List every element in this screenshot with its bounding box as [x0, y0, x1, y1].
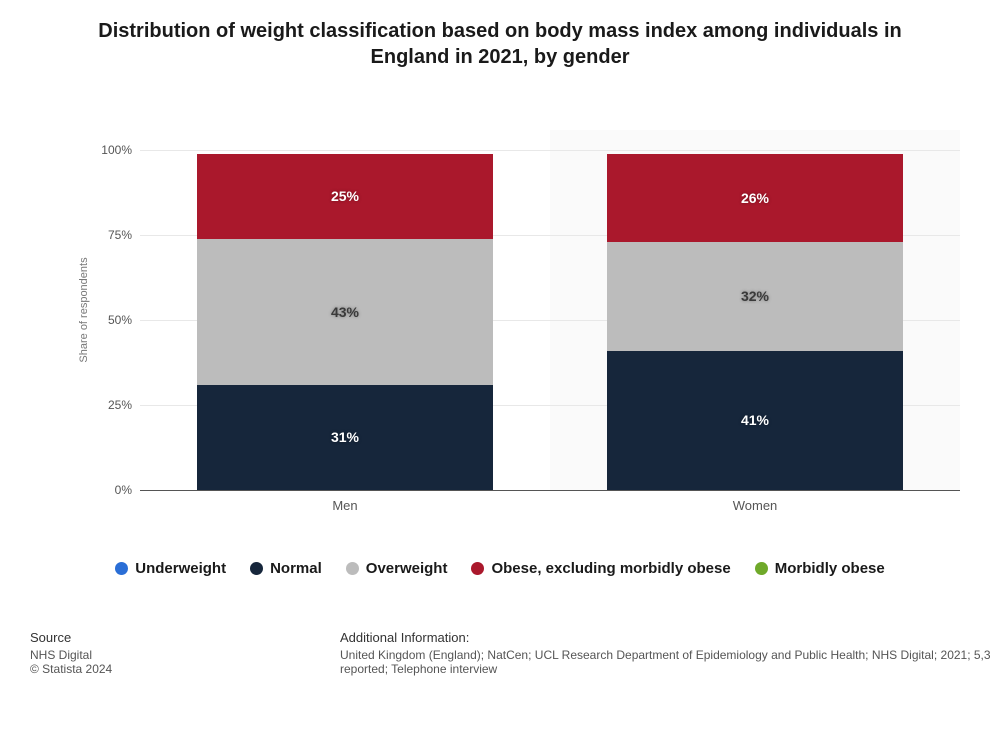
y-tick-label: 25%: [108, 398, 140, 412]
source-block: Source NHS Digital © Statista 2024: [30, 630, 340, 676]
legend-swatch: [755, 562, 768, 575]
legend-swatch: [115, 562, 128, 575]
legend-label: Overweight: [366, 560, 448, 577]
bar-men: 31% 43% 25%: [197, 130, 492, 490]
plot-region: Share of respondents 0%25%50%75%100%31%4…: [140, 130, 960, 490]
chart-title: Distribution of weight classification ba…: [0, 0, 1000, 70]
y-tick-label: 75%: [108, 228, 140, 242]
segment-value-label: 32%: [607, 288, 902, 304]
segment-obese-excluding-morbidly-obese: 26%: [607, 154, 902, 242]
segment-overweight: 43%: [197, 239, 492, 385]
x-tick-label: Men: [332, 490, 357, 513]
segment-value-label: 25%: [197, 188, 492, 204]
source-heading: Source: [30, 630, 340, 645]
additional-info-heading: Additional Information:: [340, 630, 1000, 645]
legend-swatch: [250, 562, 263, 575]
legend-label: Morbidly obese: [775, 560, 885, 577]
chart-area: Share of respondents 0%25%50%75%100%31%4…: [90, 110, 960, 520]
legend-item[interactable]: Overweight: [346, 560, 448, 577]
source-name: NHS Digital: [30, 648, 340, 662]
segment-normal: 31%: [197, 385, 492, 490]
segment-value-label: 43%: [197, 304, 492, 320]
y-tick-label: 0%: [115, 483, 140, 497]
additional-info-text: United Kingdom (England); NatCen; UCL Re…: [340, 648, 1000, 676]
bar-women: 41% 32% 26%: [607, 130, 902, 490]
segment-value-label: 31%: [197, 429, 492, 445]
legend-label: Normal: [270, 560, 322, 577]
y-axis-label: Share of respondents: [78, 257, 90, 362]
x-axis-line: [140, 490, 960, 491]
additional-info-block: Additional Information: United Kingdom (…: [340, 630, 1000, 676]
legend-item[interactable]: Morbidly obese: [755, 560, 885, 577]
legend-item[interactable]: Obese, excluding morbidly obese: [471, 560, 730, 577]
legend-label: Underweight: [135, 560, 226, 577]
segment-value-label: 26%: [607, 190, 902, 206]
legend-item[interactable]: Underweight: [115, 560, 226, 577]
legend-item[interactable]: Normal: [250, 560, 322, 577]
y-tick-label: 50%: [108, 313, 140, 327]
footer: Source NHS Digital © Statista 2024 Addit…: [30, 630, 1000, 676]
legend-label: Obese, excluding morbidly obese: [491, 560, 730, 577]
segment-normal: 41%: [607, 351, 902, 490]
segment-value-label: 41%: [607, 412, 902, 428]
legend: Underweight Normal Overweight Obese, exclud…: [0, 560, 1000, 579]
y-tick-label: 100%: [101, 143, 140, 157]
copyright: © Statista 2024: [30, 662, 340, 676]
segment-obese-excluding-morbidly-obese: 25%: [197, 154, 492, 239]
segment-overweight: 32%: [607, 242, 902, 351]
legend-swatch: [346, 562, 359, 575]
legend-swatch: [471, 562, 484, 575]
x-tick-label: Women: [733, 490, 778, 513]
